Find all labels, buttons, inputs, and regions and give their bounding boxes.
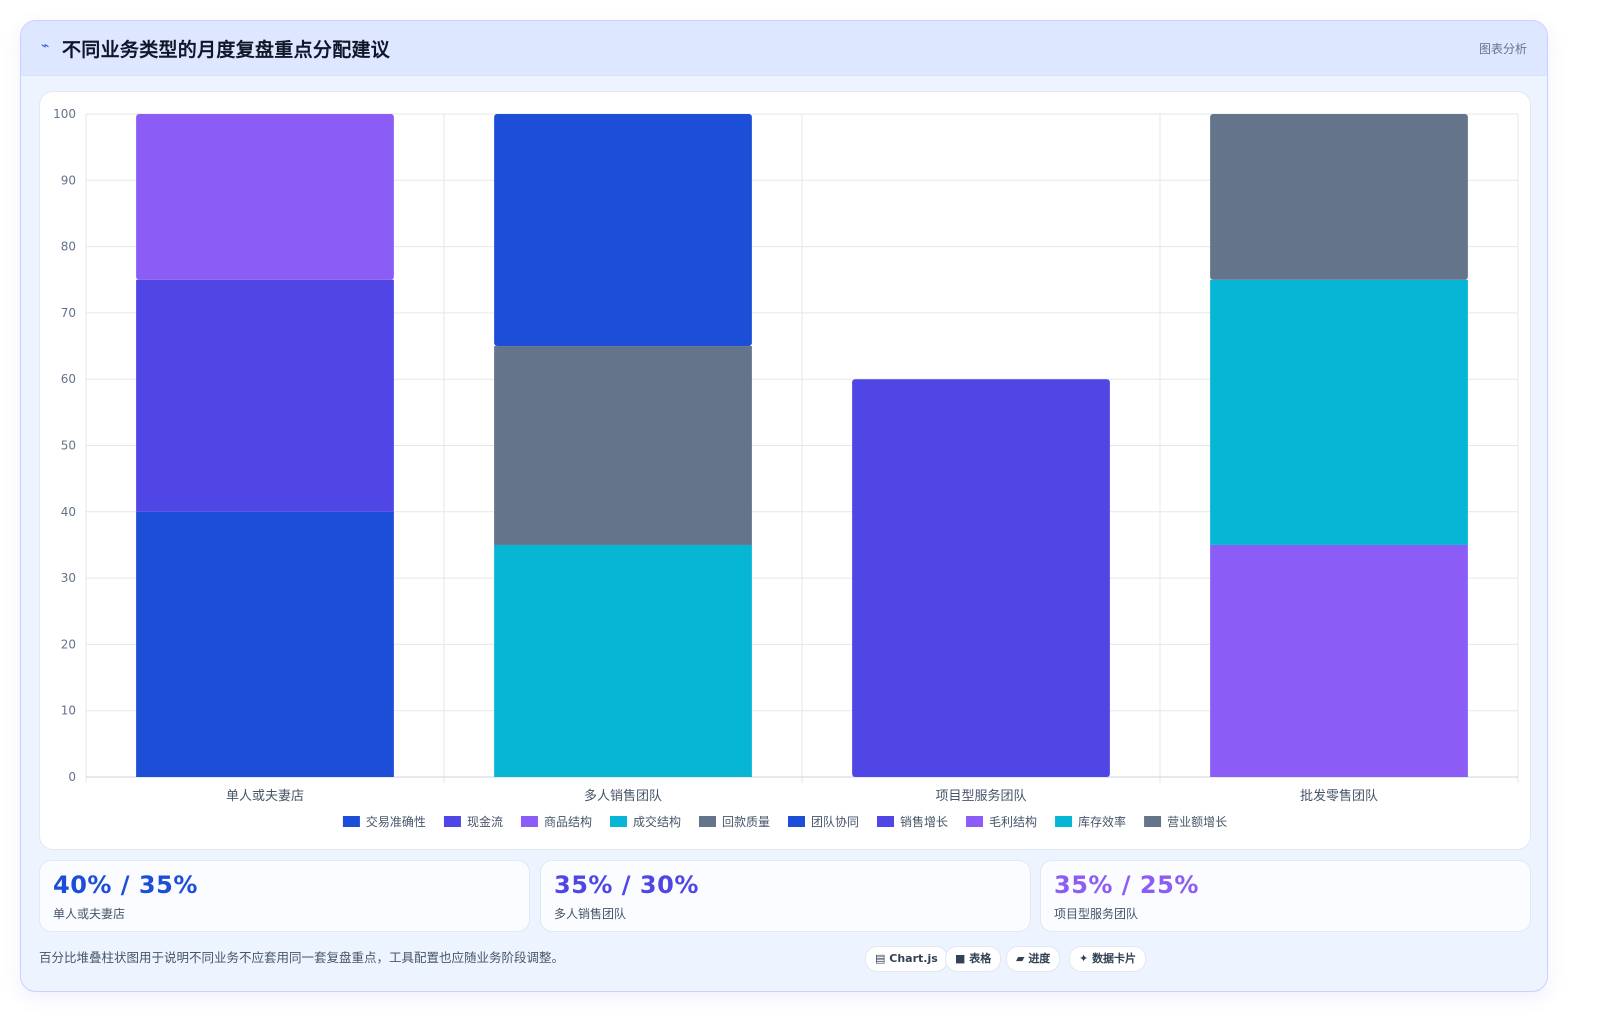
y-tick-label: 20: [61, 637, 76, 651]
bar-segment[interactable]: [494, 346, 752, 545]
bar-segment[interactable]: [852, 379, 1110, 777]
legend-label: 库存效率: [1078, 814, 1126, 829]
legend-label: 现金流: [467, 814, 503, 829]
bar-segment[interactable]: [136, 114, 394, 280]
table-icon: ■: [955, 952, 966, 965]
sparkle-icon: ✦: [1079, 952, 1089, 965]
legend-label: 团队协同: [811, 814, 859, 829]
y-tick-label: 60: [61, 372, 76, 386]
bar-segment[interactable]: [494, 114, 752, 347]
chart-legend: 交易准确性 现金流 商品结构 成交结构 回款质量 团队协同 销售增长 毛利结构 库存效率 营业额增…: [342, 814, 1227, 829]
badge-progress[interactable]: ▰ 进度: [1006, 946, 1061, 972]
legend-swatch: [520, 816, 538, 827]
x-tick-label: 项目型服务团队: [935, 788, 1026, 804]
legend-label: 交易准确性: [366, 814, 426, 829]
y-tick-label: 80: [61, 240, 76, 254]
legend-swatch: [788, 816, 805, 827]
legend-item[interactable]: 现金流: [443, 814, 503, 829]
legend-label: 成交结构: [633, 814, 681, 829]
y-tick-label: 100: [53, 107, 76, 121]
summary-cards: 40% / 35% 单人或夫妻店 35% / 30% 多人销售团队 35% / …: [39, 860, 1531, 932]
card-label: 项目型服务团队: [1054, 907, 1139, 921]
y-tick-label: 10: [61, 704, 76, 718]
y-tick-label: 30: [61, 571, 76, 585]
legend-swatch: [342, 816, 360, 827]
legend-item[interactable]: 库存效率: [1055, 814, 1126, 829]
legend-label: 毛利结构: [989, 814, 1037, 829]
legend-swatch: [698, 816, 716, 827]
panel-title: 不同业务类型的月度复盘重点分配建议: [62, 39, 391, 61]
bar-segment[interactable]: [1210, 544, 1468, 777]
summary-card: 35% / 30% 多人销售团队: [540, 860, 1031, 932]
chart-icon: ▤: [875, 952, 886, 965]
y-tick-label: 40: [61, 505, 76, 519]
summary-card: 40% / 35% 单人或夫妻店: [39, 860, 530, 932]
footer-note: 百分比堆叠柱状图用于说明不同业务不应套用同一套复盘重点，工具配置也应随业务阶段调…: [39, 950, 565, 965]
legend-swatch: [443, 816, 461, 827]
progress-icon: ▰: [1016, 952, 1025, 965]
chart-card: 0 10 20 30 40 50 60 70 80 90 100 单人或夫妻店 多人销售团队 项目型服务团…: [39, 91, 1531, 850]
panel-header: ⌁ 不同业务类型的月度复盘重点分配建议 图表分析: [21, 21, 1547, 76]
bar-segment[interactable]: [136, 279, 394, 512]
badge-label: 数据卡片: [1092, 952, 1137, 965]
legend-item[interactable]: 营业额增长: [1144, 815, 1227, 829]
legend-label: 销售增长: [900, 814, 948, 829]
header-tag: 图表分析: [1478, 42, 1527, 56]
legend-item[interactable]: 商品结构: [520, 814, 592, 829]
legend-swatch: [1055, 816, 1073, 827]
legend-swatch: [1144, 816, 1162, 827]
legend-swatch: [877, 816, 895, 827]
legend-item[interactable]: 毛利结构: [966, 814, 1037, 829]
stacked-bar-chart: 0 10 20 30 40 50 60 70 80 90 100 单人或夫妻店 多人销售团队 项目型服务团…: [53, 107, 1519, 829]
card-value: 35% / 25%: [1054, 871, 1199, 899]
legend-item[interactable]: 销售增长: [877, 814, 948, 829]
legend-swatch: [609, 816, 627, 827]
x-tick-label: 批发零售团队: [1300, 788, 1378, 804]
legend-label: 回款质量: [722, 815, 770, 829]
badge-data-card[interactable]: ✦ 数据卡片: [1069, 946, 1147, 972]
y-tick-label: 0: [68, 770, 76, 784]
badge-label: Chart.js: [889, 952, 938, 965]
summary-card: 35% / 25% 项目型服务团队: [1040, 860, 1531, 932]
bar-segment[interactable]: [1210, 279, 1468, 545]
legend-item[interactable]: 回款质量: [698, 815, 770, 829]
card-label: 多人销售团队: [554, 907, 627, 921]
badge-table[interactable]: ■ 表格: [945, 946, 1002, 972]
legend-item[interactable]: 团队协同: [788, 814, 859, 829]
report-panel: ⌁ 不同业务类型的月度复盘重点分配建议 图表分析 0 10 20 30 40 50 60 70…: [20, 20, 1548, 992]
bar-segment[interactable]: [1210, 114, 1468, 280]
badge-label: 表格: [969, 952, 992, 965]
card-value: 40% / 35%: [53, 871, 198, 899]
bar-segment[interactable]: [136, 511, 394, 777]
legend-label: 商品结构: [544, 814, 592, 829]
bar-segment[interactable]: [494, 544, 752, 777]
card-value: 35% / 30%: [554, 871, 699, 899]
y-tick-label: 70: [61, 306, 76, 320]
y-tick-label: 50: [61, 439, 76, 453]
y-tick-label: 90: [61, 173, 76, 187]
legend-item[interactable]: 交易准确性: [342, 814, 426, 829]
legend-item[interactable]: 成交结构: [609, 814, 681, 829]
trend-line-icon: ⌁: [41, 38, 50, 54]
x-tick-label: 单人或夫妻店: [226, 789, 304, 804]
legend-label: 营业额增长: [1167, 815, 1227, 829]
legend-swatch: [966, 816, 984, 827]
card-label: 单人或夫妻店: [53, 907, 126, 921]
badge-chartjs[interactable]: ▤ Chart.js: [865, 946, 948, 972]
badge-label: 进度: [1028, 952, 1051, 965]
x-tick-label: 多人销售团队: [584, 788, 662, 804]
